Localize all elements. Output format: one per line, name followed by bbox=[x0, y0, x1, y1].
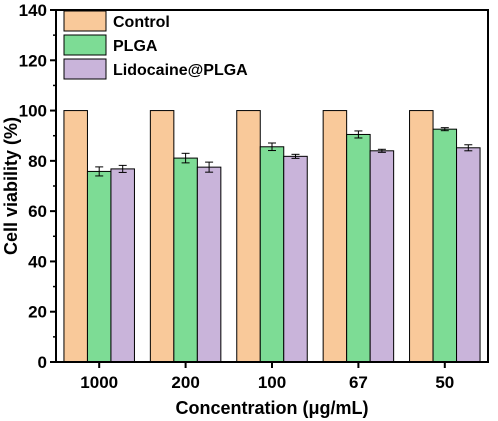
bar-control-100 bbox=[236, 110, 261, 363]
bar-lidocaine-plga-67 bbox=[369, 150, 395, 363]
legend-swatch bbox=[63, 34, 107, 56]
error-bar-plga-67 bbox=[354, 130, 363, 139]
y-tick-label: 60 bbox=[28, 202, 47, 221]
legend-item-lidocaine-plga: Lidocaine@PLGA bbox=[63, 58, 248, 80]
x-tick-label: 50 bbox=[435, 373, 454, 392]
error-bar-plga-1000 bbox=[95, 166, 104, 177]
legend-label: PLGA bbox=[113, 38, 158, 55]
legend-item-plga: PLGA bbox=[63, 34, 158, 56]
error-bar-lidocaine-plga-100 bbox=[291, 153, 300, 159]
bar-control-200 bbox=[149, 110, 175, 363]
bars-layer bbox=[63, 110, 481, 363]
x-axis: 1000 200 100 67 50 bbox=[80, 362, 454, 392]
y-tick-label: 100 bbox=[19, 102, 47, 121]
error-bar-plga-100 bbox=[268, 142, 276, 152]
error-bar-lidocaine-plga-67 bbox=[377, 148, 386, 153]
bar-plga-50 bbox=[432, 128, 458, 363]
x-tick-label: 67 bbox=[349, 373, 368, 392]
bar-control-50 bbox=[409, 110, 434, 363]
y-axis-title: Cell viability (%) bbox=[1, 117, 21, 255]
bar-lidocaine-plga-1000 bbox=[110, 168, 135, 363]
error-bars-layer bbox=[95, 127, 473, 177]
y-tick-label: 0 bbox=[38, 353, 47, 372]
bar-plga-100 bbox=[259, 146, 285, 363]
error-bar-lidocaine-plga-1000 bbox=[118, 164, 127, 173]
bar-lidocaine-plga-100 bbox=[283, 155, 308, 363]
bar-control-67 bbox=[322, 110, 348, 363]
bar-plga-200 bbox=[173, 157, 198, 363]
x-tick-label: 200 bbox=[171, 373, 199, 392]
bar-lidocaine-plga-200 bbox=[196, 166, 222, 363]
bar-lidocaine-plga-50 bbox=[456, 147, 481, 363]
legend-label: Lidocaine@PLGA bbox=[113, 62, 248, 79]
legend-item-control: Control bbox=[63, 10, 170, 32]
legend-swatch bbox=[63, 58, 107, 80]
y-tick-label: 80 bbox=[28, 152, 47, 171]
error-bar-lidocaine-plga-50 bbox=[464, 144, 473, 152]
x-tick-label: 1000 bbox=[80, 373, 118, 392]
legend-label: Control bbox=[113, 14, 170, 31]
bar-plga-1000 bbox=[86, 170, 112, 363]
y-tick-label: 140 bbox=[19, 1, 47, 20]
y-tick-label: 20 bbox=[28, 303, 47, 322]
bar-plga-67 bbox=[346, 133, 371, 363]
x-tick-label: 100 bbox=[258, 373, 286, 392]
error-bar-plga-50 bbox=[440, 127, 449, 132]
y-tick-label: 120 bbox=[19, 51, 47, 70]
bar-control-1000 bbox=[63, 110, 88, 363]
legend-swatch bbox=[63, 10, 107, 32]
error-bar-plga-200 bbox=[181, 152, 190, 164]
y-tick-label: 40 bbox=[28, 252, 47, 271]
y-axis: 0 20 40 60 80 100 120 140 bbox=[19, 1, 56, 372]
legend: Control PLGA Lidocaine@PLGA bbox=[63, 10, 248, 80]
error-bar-lidocaine-plga-200 bbox=[205, 161, 214, 173]
x-axis-title: Concentration (μg/mL) bbox=[176, 398, 369, 418]
